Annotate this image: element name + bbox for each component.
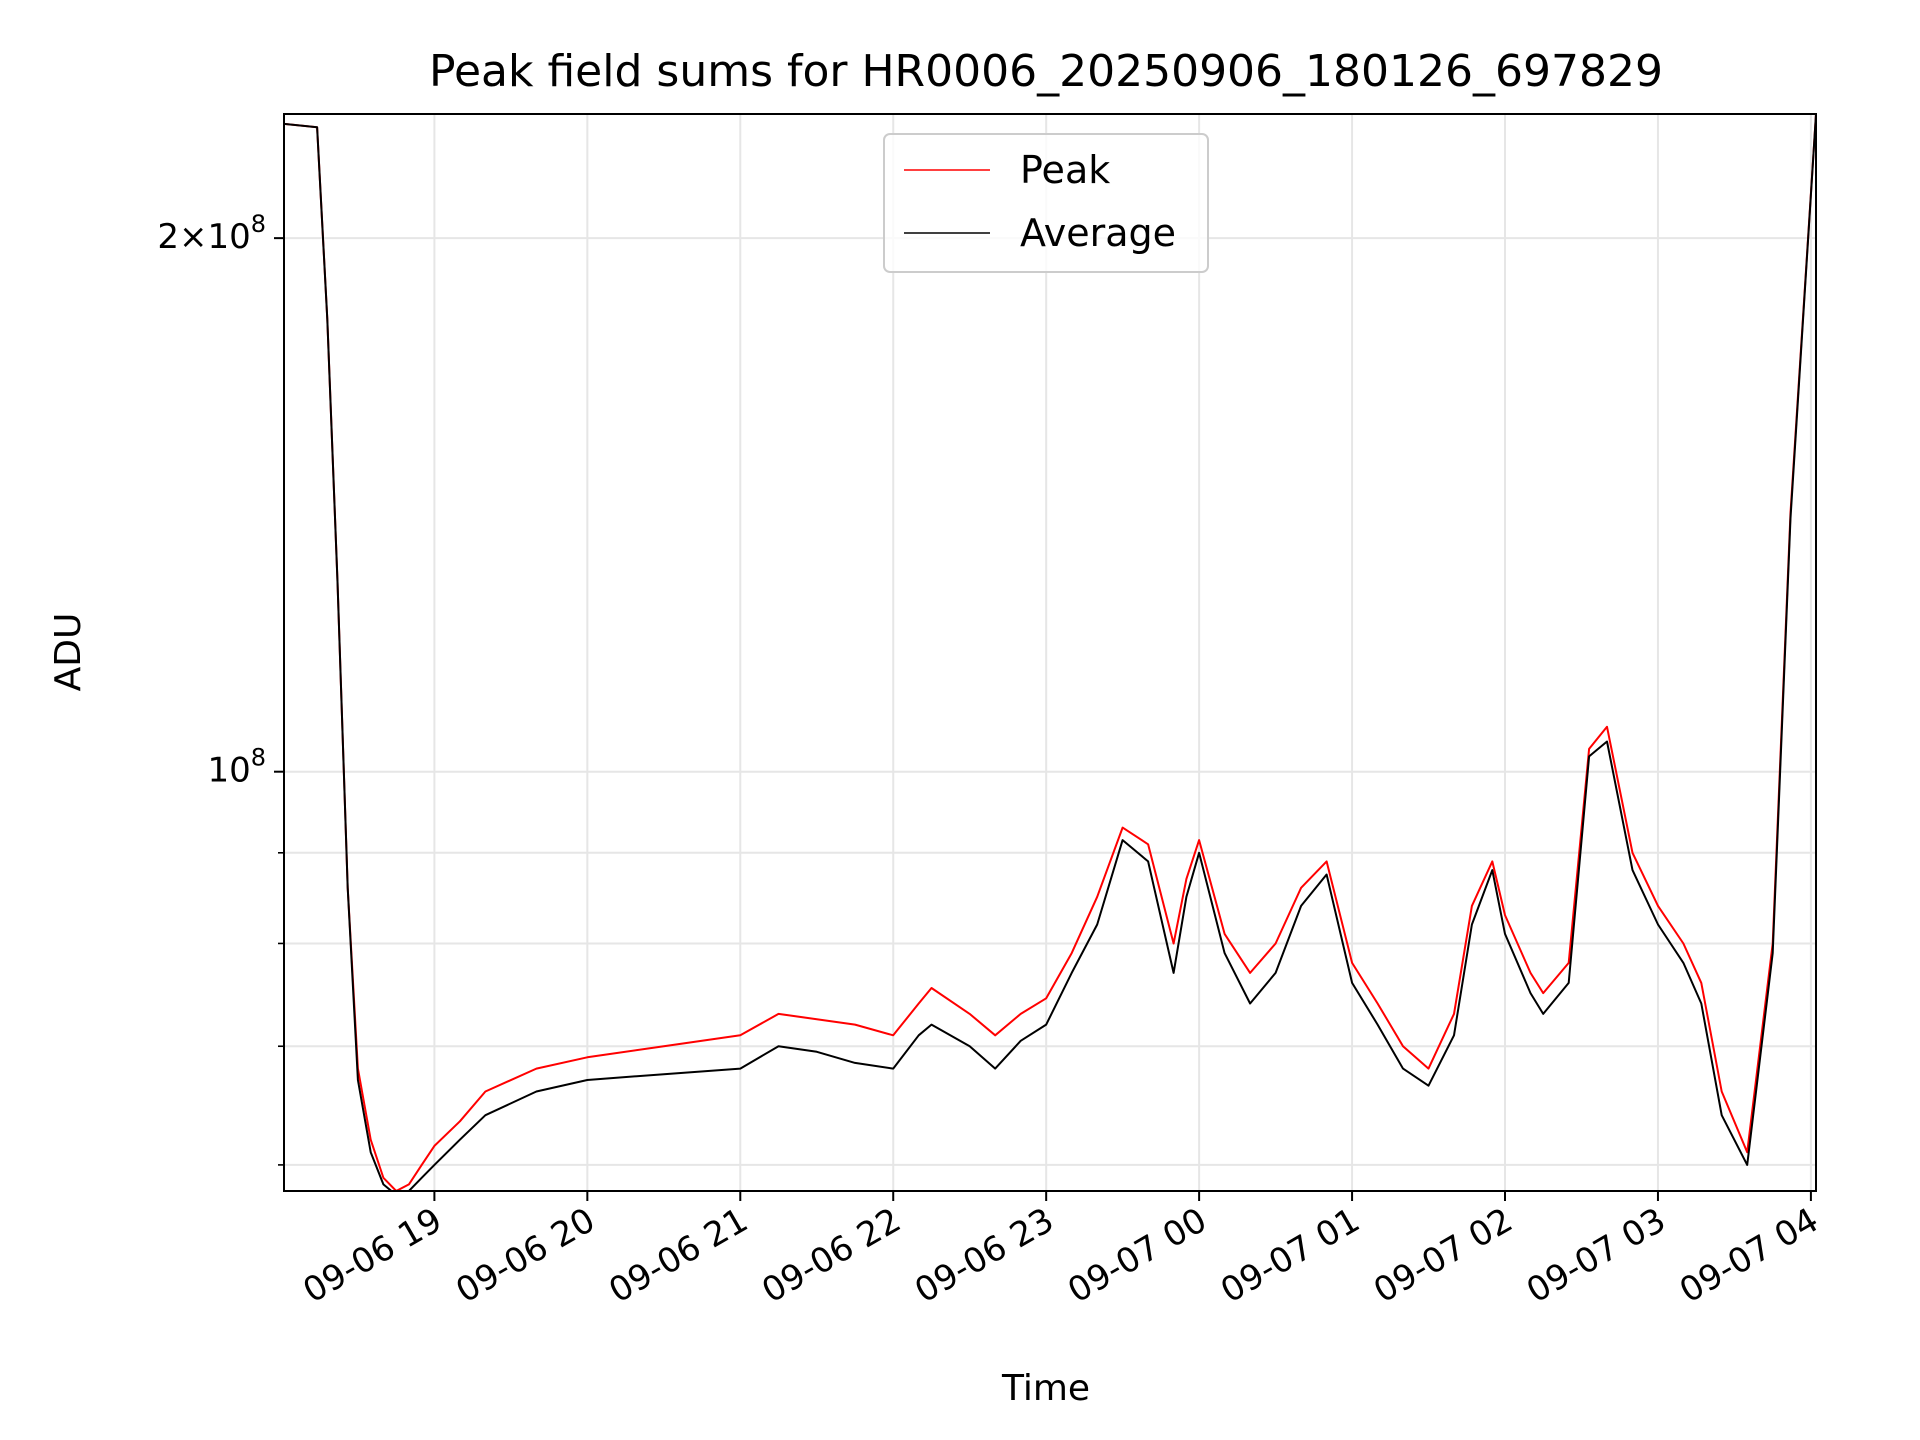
legend-box <box>883 133 1209 273</box>
y-axis-label: ADU <box>48 613 89 692</box>
series-line-average <box>284 114 1816 1191</box>
y-tick-label: 108 <box>207 744 266 791</box>
series-layer <box>284 114 1816 1191</box>
legend-label-average: Average <box>1020 211 1176 255</box>
y-tick-label: 2×108 <box>157 210 266 257</box>
chart-title: Peak field sums for HR0006_20250906_1801… <box>429 46 1663 97</box>
legend-label-peak: Peak <box>1020 148 1110 192</box>
y-axis: 2×108 108 <box>157 210 284 1166</box>
legend: Peak Average <box>883 133 1209 273</box>
x-axis-label: Time <box>1001 1368 1090 1409</box>
plot-frame <box>283 113 1817 1192</box>
